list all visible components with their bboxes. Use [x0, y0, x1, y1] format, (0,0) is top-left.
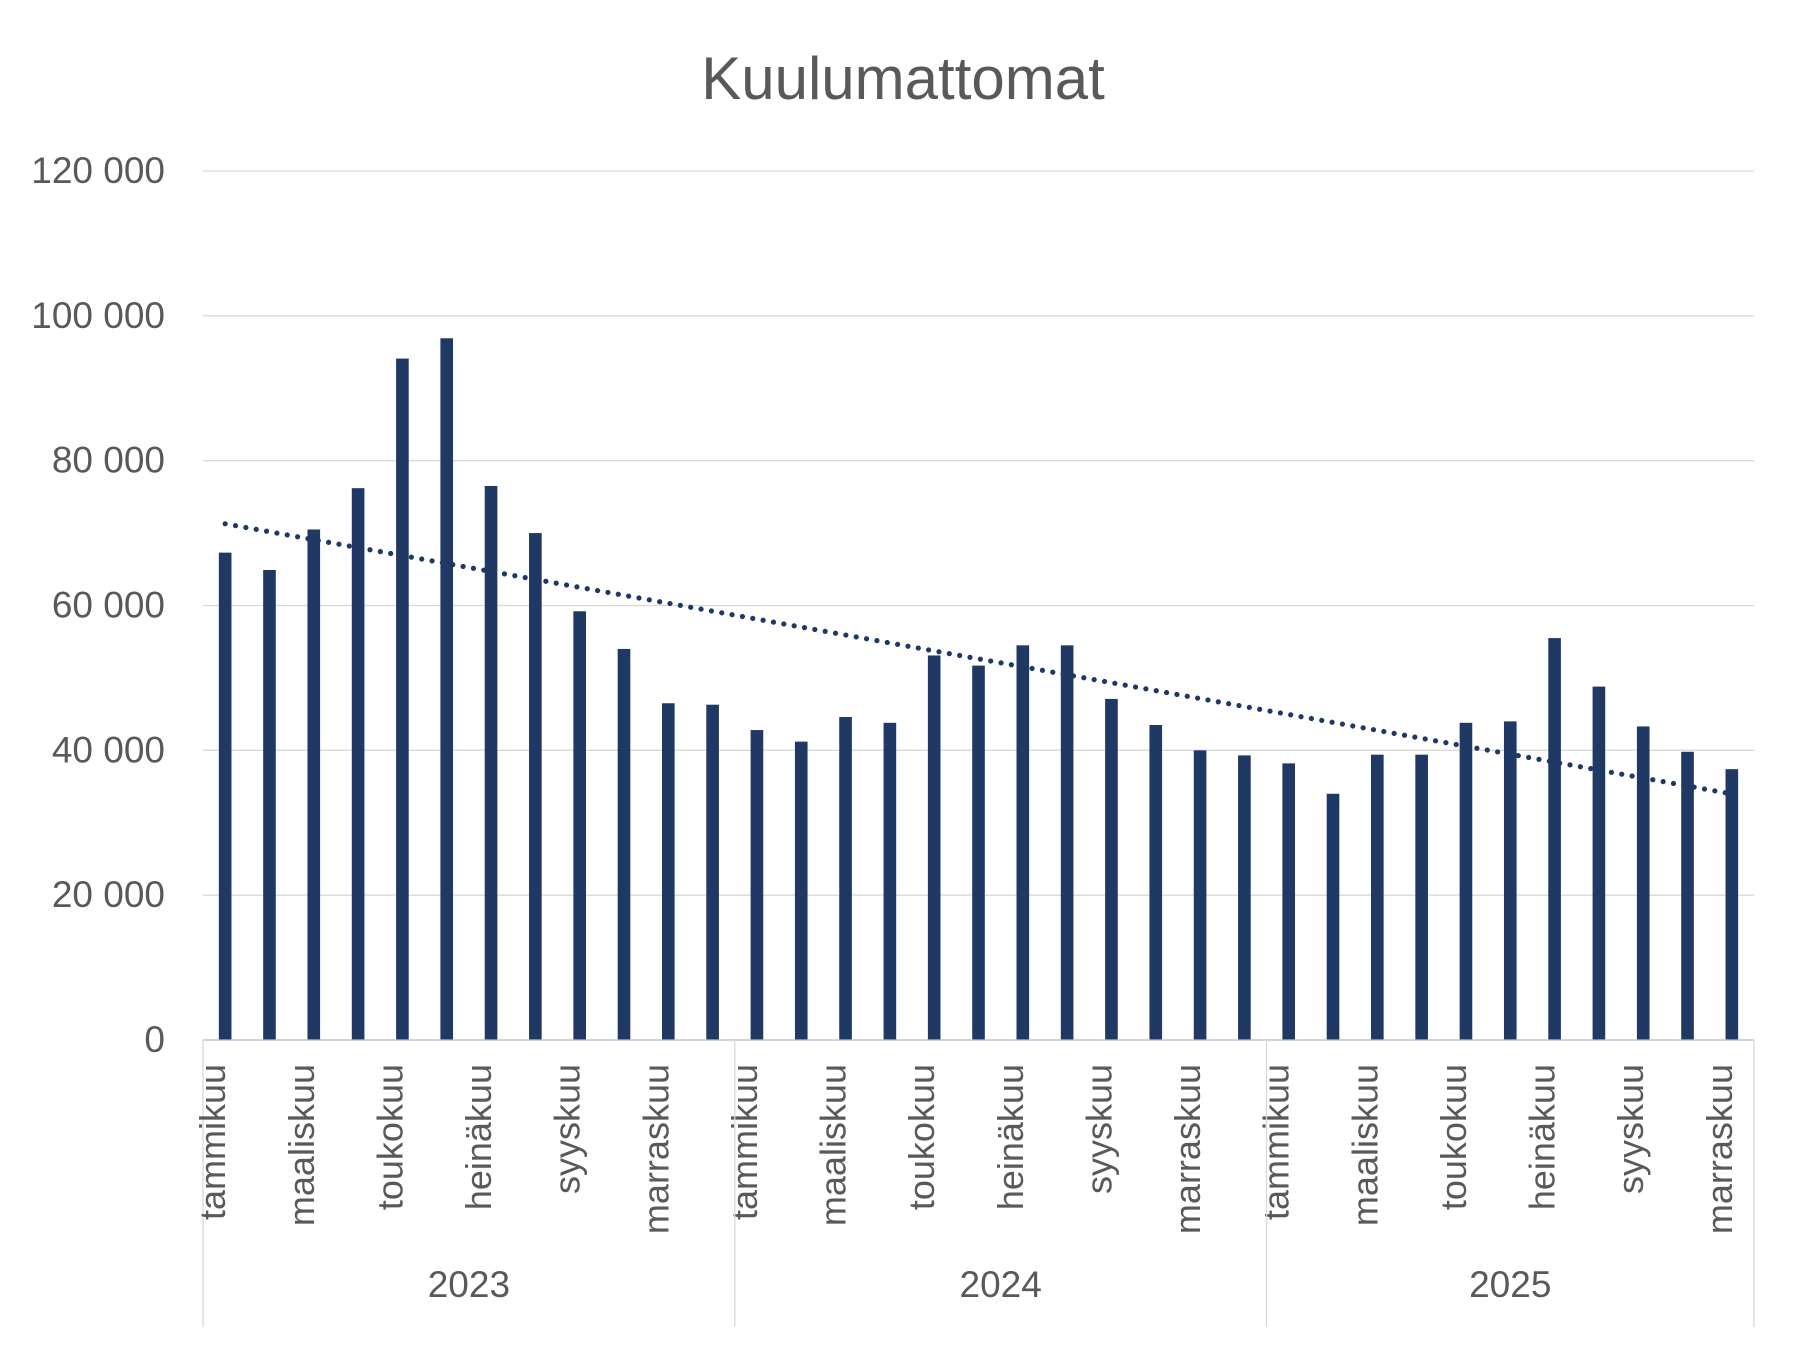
svg-text:2024: 2024: [960, 1264, 1042, 1305]
svg-text:heinäkuu: heinäkuu: [990, 1064, 1031, 1210]
svg-text:20 000: 20 000: [52, 874, 165, 915]
svg-text:toukokuu: toukokuu: [369, 1064, 410, 1210]
svg-text:100 000: 100 000: [31, 295, 165, 336]
svg-text:40 000: 40 000: [52, 729, 165, 770]
svg-text:maaliskuu: maaliskuu: [281, 1064, 322, 1226]
svg-text:120 000: 120 000: [31, 150, 165, 191]
svg-text:tammikuu: tammikuu: [724, 1064, 765, 1220]
svg-text:marraskuu: marraskuu: [635, 1064, 676, 1234]
svg-text:2023: 2023: [428, 1264, 510, 1305]
svg-text:marraskuu: marraskuu: [1167, 1064, 1208, 1234]
svg-text:syyskuu: syyskuu: [1610, 1064, 1651, 1194]
svg-text:marraskuu: marraskuu: [1699, 1064, 1740, 1234]
svg-text:maaliskuu: maaliskuu: [813, 1064, 854, 1226]
svg-text:syyskuu: syyskuu: [547, 1064, 588, 1194]
svg-text:toukokuu: toukokuu: [1433, 1064, 1474, 1210]
svg-text:0: 0: [144, 1019, 165, 1060]
svg-text:2025: 2025: [1469, 1264, 1551, 1305]
svg-text:maaliskuu: maaliskuu: [1344, 1064, 1385, 1226]
svg-text:toukokuu: toukokuu: [901, 1064, 942, 1210]
svg-text:60 000: 60 000: [52, 585, 165, 626]
svg-text:heinäkuu: heinäkuu: [1522, 1064, 1563, 1210]
svg-text:80 000: 80 000: [52, 440, 165, 481]
svg-text:heinäkuu: heinäkuu: [458, 1064, 499, 1210]
svg-text:tammikuu: tammikuu: [1256, 1064, 1297, 1220]
svg-text:tammikuu: tammikuu: [192, 1064, 233, 1220]
svg-text:syyskuu: syyskuu: [1078, 1064, 1119, 1194]
